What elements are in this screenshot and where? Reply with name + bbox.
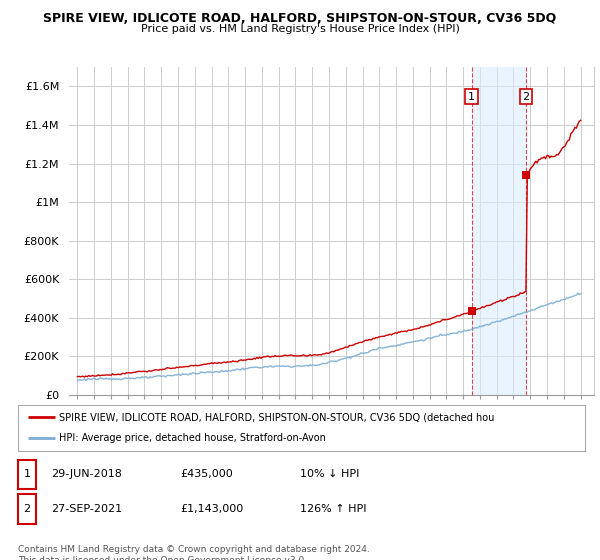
- Bar: [472, 67, 526, 395]
- Text: HPI: Average price, detached house, Stratford-on-Avon: HPI: Average price, detached house, Stra…: [59, 433, 326, 444]
- Text: 10% ↓ HPI: 10% ↓ HPI: [300, 469, 359, 479]
- Text: £1,143,000: £1,143,000: [180, 504, 243, 514]
- Text: Price paid vs. HM Land Registry's House Price Index (HPI): Price paid vs. HM Land Registry's House …: [140, 24, 460, 34]
- Text: 126% ↑ HPI: 126% ↑ HPI: [300, 504, 367, 514]
- Text: 29-JUN-2018: 29-JUN-2018: [51, 469, 122, 479]
- Text: Contains HM Land Registry data © Crown copyright and database right 2024.
This d: Contains HM Land Registry data © Crown c…: [18, 545, 370, 560]
- Text: SPIRE VIEW, IDLICOTE ROAD, HALFORD, SHIPSTON-ON-STOUR, CV36 5DQ (detached hou: SPIRE VIEW, IDLICOTE ROAD, HALFORD, SHIP…: [59, 412, 494, 422]
- Text: £435,000: £435,000: [180, 469, 233, 479]
- Text: 1: 1: [468, 92, 475, 102]
- Text: 2: 2: [23, 504, 31, 514]
- Text: 27-SEP-2021: 27-SEP-2021: [51, 504, 122, 514]
- Text: 1: 1: [23, 469, 31, 479]
- Text: 2: 2: [523, 92, 530, 102]
- Text: SPIRE VIEW, IDLICOTE ROAD, HALFORD, SHIPSTON-ON-STOUR, CV36 5DQ: SPIRE VIEW, IDLICOTE ROAD, HALFORD, SHIP…: [43, 12, 557, 25]
